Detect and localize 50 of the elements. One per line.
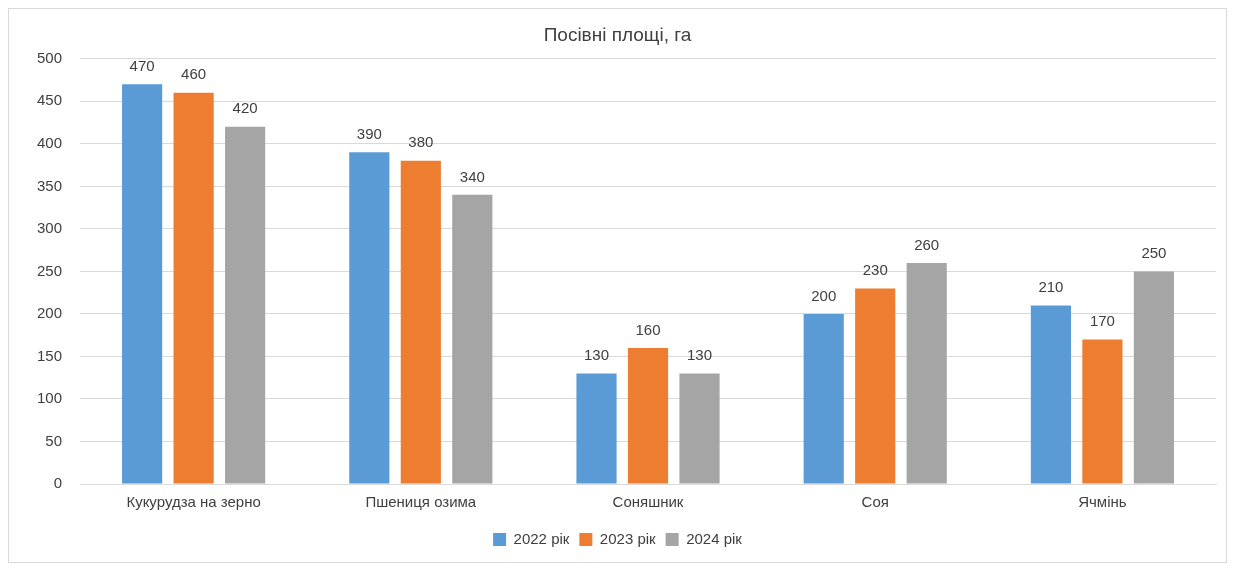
bar <box>400 160 441 484</box>
y-tick-label: 350 <box>37 176 63 194</box>
y-tick-label: 50 <box>45 431 63 449</box>
y-tick-label: 500 <box>37 48 63 66</box>
data-label: 460 <box>181 65 207 83</box>
bar <box>1082 339 1123 484</box>
bar <box>1030 305 1071 484</box>
data-label: 170 <box>1089 312 1115 330</box>
bar <box>803 313 844 484</box>
bar <box>855 288 896 484</box>
data-label: 130 <box>687 346 713 364</box>
chart-title: Посівні площі, га <box>543 23 692 45</box>
legend-label: 2024 рік <box>686 529 743 547</box>
y-tick-label: 150 <box>37 346 63 364</box>
y-tick-label: 450 <box>37 91 63 109</box>
data-label: 200 <box>811 286 837 304</box>
y-tick-label: 200 <box>37 304 63 322</box>
y-tick-label: 250 <box>37 261 63 279</box>
bar <box>173 92 214 484</box>
x-tick-label: Пшениця озима <box>365 493 477 511</box>
data-label: 340 <box>459 167 485 185</box>
x-tick-label: Ячмінь <box>1078 493 1127 511</box>
bar <box>679 373 720 484</box>
bar <box>576 373 617 484</box>
bar <box>349 152 390 484</box>
data-label: 470 <box>129 56 155 74</box>
y-tick-label: 400 <box>37 133 63 151</box>
data-label: 260 <box>914 235 940 253</box>
data-label: 390 <box>356 124 382 142</box>
y-tick-label: 100 <box>37 389 63 407</box>
y-tick-label: 0 <box>53 474 63 492</box>
bar <box>627 347 669 484</box>
bar <box>1133 271 1174 484</box>
bar <box>452 194 493 484</box>
x-tick-label: Кукурудза на зерно <box>126 493 261 511</box>
data-label: 130 <box>584 346 610 364</box>
legend-label: 2022 рік <box>513 529 570 547</box>
data-label: 380 <box>408 133 434 151</box>
data-label: 250 <box>1141 244 1167 262</box>
data-label: 210 <box>1038 278 1064 296</box>
y-tick-label: 300 <box>37 219 63 237</box>
bar <box>225 126 266 484</box>
legend-label: 2023 рік <box>599 529 657 547</box>
data-label: 160 <box>635 320 661 338</box>
bar <box>906 262 947 484</box>
data-label: 230 <box>862 261 888 279</box>
x-tick-label: Соя <box>861 493 889 511</box>
bar <box>122 84 163 484</box>
x-tick-label: Соняшник <box>612 493 684 511</box>
data-label: 420 <box>232 99 258 117</box>
